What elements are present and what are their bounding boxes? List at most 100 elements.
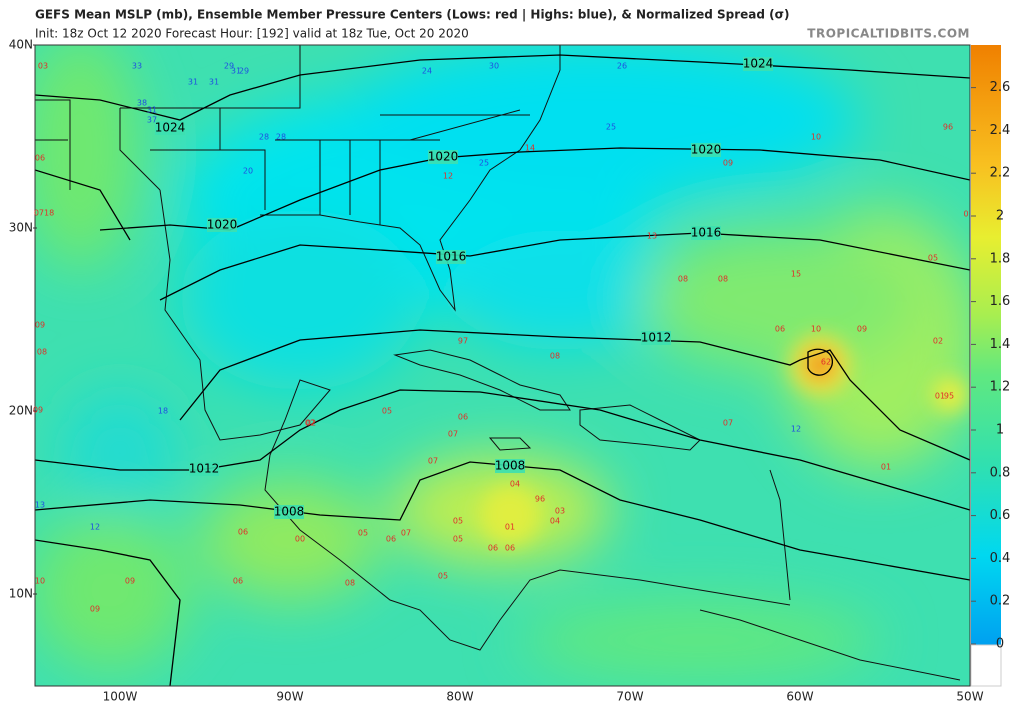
high-center: 20 xyxy=(243,167,253,176)
low-center: 95 xyxy=(944,392,954,401)
colorbar-label: 1.2 xyxy=(990,380,1011,395)
title: GEFS Mean MSLP (mb), Ensemble Member Pre… xyxy=(35,8,789,22)
low-center: 10 xyxy=(811,133,821,142)
low-center: 08 xyxy=(37,348,47,357)
isobar-label-bg xyxy=(436,250,466,264)
low-center: 06 xyxy=(488,544,498,553)
high-center: 29 xyxy=(239,67,249,76)
lat-label: 30N xyxy=(9,221,33,235)
low-center: 08 xyxy=(718,275,728,284)
low-center: 09 xyxy=(723,159,733,168)
isobar-label: 1016 xyxy=(436,250,467,264)
low-center: 97 xyxy=(458,337,468,346)
isobar-label: 1008 xyxy=(495,459,526,473)
low-center: 02 xyxy=(306,419,316,428)
low-center: 05 xyxy=(453,535,463,544)
low-center: 04 xyxy=(550,517,560,526)
low-center: 10 xyxy=(35,577,45,586)
lon-label: 80W xyxy=(446,690,473,704)
lon-label: 60W xyxy=(786,690,813,704)
lon-label: 90W xyxy=(276,690,303,704)
low-center: 01 xyxy=(881,463,891,472)
lon-label: 50W xyxy=(956,690,983,704)
lat-label: 10N xyxy=(9,587,33,601)
low-center: 96 xyxy=(535,495,545,504)
low-center: 0718 xyxy=(34,209,54,218)
low-center: 09 xyxy=(35,321,45,330)
colorbar-zero xyxy=(970,644,1002,687)
lat-label: 20N xyxy=(9,404,33,418)
high-center: 29 xyxy=(224,62,234,71)
high-center: 31 xyxy=(209,78,219,87)
low-center: 09 xyxy=(33,406,43,415)
high-center: 13 xyxy=(35,501,45,510)
low-center: 06 xyxy=(505,544,515,553)
isobar-label: 1012 xyxy=(189,462,220,476)
low-center: 03 xyxy=(38,62,48,71)
low-center: 09 xyxy=(125,577,135,586)
low-center: 02 xyxy=(933,337,943,346)
low-center: 08 xyxy=(678,275,688,284)
low-center: 01 xyxy=(505,523,515,532)
colorbar-label: 2.2 xyxy=(990,166,1011,181)
high-center: 25 xyxy=(479,159,489,168)
colorbar-label: 0.4 xyxy=(990,551,1011,566)
lon-label: 70W xyxy=(616,690,643,704)
isobar-label: 1020 xyxy=(691,143,722,157)
isobar-label: 1012 xyxy=(641,331,672,345)
high-center: 37 xyxy=(147,116,157,125)
low-center: 01 xyxy=(935,392,945,401)
site-name: TROPICALTIDBITS.COM xyxy=(807,27,970,41)
low-center: 13 xyxy=(647,232,657,241)
high-center: 30 xyxy=(489,62,499,71)
isobar-label-bg xyxy=(274,505,304,519)
colorbar xyxy=(971,45,1001,645)
high-center: 31 xyxy=(147,106,157,115)
low-center: 06 xyxy=(35,154,45,163)
low-center: 09 xyxy=(857,325,867,334)
colorbar-label: 2 xyxy=(996,209,1004,224)
colorbar-label: 2.4 xyxy=(990,123,1011,138)
low-center: 12 xyxy=(443,172,453,181)
isobar-label: 1024 xyxy=(743,57,774,71)
isobar-label: 1016 xyxy=(691,226,722,240)
isobar-label-bg xyxy=(155,121,185,135)
isobar-label: 1020 xyxy=(207,218,238,232)
low-center: 06 xyxy=(238,528,248,537)
colorbar-label: 2.6 xyxy=(990,80,1011,95)
low-center: 03 xyxy=(555,507,565,516)
low-center: 05 xyxy=(928,254,938,263)
high-center: 25 xyxy=(606,123,616,132)
low-center: 06 xyxy=(458,413,468,422)
colorbar-label: 1.6 xyxy=(990,294,1011,309)
high-center: 38 xyxy=(137,99,147,108)
high-center: 28 xyxy=(276,133,286,142)
lon-label: 100W xyxy=(103,690,138,704)
isobar-label: 1020 xyxy=(428,150,459,164)
low-center: 08 xyxy=(550,352,560,361)
colorbar-label: 0.8 xyxy=(990,465,1011,480)
low-center: 07 xyxy=(428,457,438,466)
high-center: 33 xyxy=(132,62,142,71)
low-center: 02 xyxy=(305,419,315,428)
low-center: 62 xyxy=(821,358,831,367)
low-center: 15 xyxy=(791,270,801,279)
high-center: 26 xyxy=(617,62,627,71)
low-center: 09 xyxy=(90,605,100,614)
high-center: 18 xyxy=(158,407,168,416)
low-center: 0 xyxy=(963,210,968,219)
high-center: 12 xyxy=(90,523,100,532)
high-center: 28 xyxy=(259,133,269,142)
colorbar-label: 0.6 xyxy=(990,508,1011,523)
high-center: 31 xyxy=(231,67,241,76)
high-center: 12 xyxy=(791,425,801,434)
isobar-label: 1024 xyxy=(155,121,186,135)
subtitle: Init: 18z Oct 12 2020 Forecast Hour: [19… xyxy=(35,27,469,41)
low-center: 04 xyxy=(510,480,520,489)
isobar-label-bg xyxy=(691,226,721,240)
low-center: 14 xyxy=(525,144,535,153)
low-center: 05 xyxy=(382,407,392,416)
isobar-label-bg xyxy=(691,143,721,157)
